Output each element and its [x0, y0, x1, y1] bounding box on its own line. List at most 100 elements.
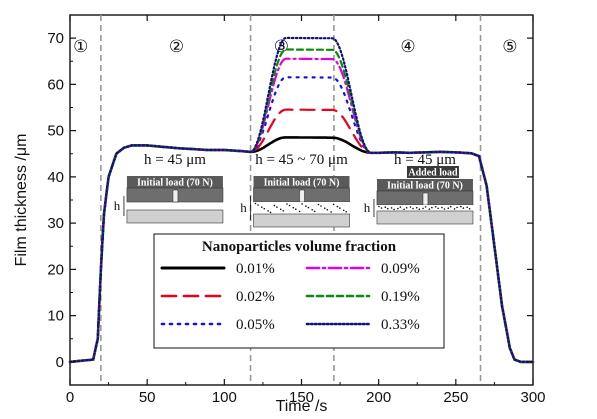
probe	[172, 189, 179, 203]
nanoparticle	[466, 206, 468, 209]
thickness-annotation-2: h = 45 ~ 70 μm	[255, 152, 348, 168]
nanoparticle	[273, 204, 276, 207]
axes: 0 50 100 150 200 250 300 0 10 20 30 40 50 60 70 Time /s…	[13, 15, 546, 415]
nanoparticle	[393, 208, 395, 211]
probe	[422, 192, 429, 206]
lower-body	[253, 213, 350, 228]
nanoparticle	[286, 203, 288, 205]
added-load-label: Added load	[408, 168, 458, 179]
nanoparticle	[428, 208, 431, 210]
nanoparticle	[326, 208, 329, 211]
x-tick-label: 200	[366, 389, 391, 406]
nanoparticle	[378, 205, 380, 208]
nanoparticle	[380, 207, 383, 209]
nanoparticle	[443, 208, 446, 210]
nanoparticle	[269, 211, 272, 214]
y-tick-label: 70	[47, 30, 64, 47]
y-tick-label: 60	[47, 76, 64, 93]
nanoparticle	[330, 211, 332, 213]
legend-label-4: 0.09%	[381, 261, 420, 277]
stage-label-2: ②	[169, 37, 184, 56]
nanoparticle	[386, 207, 389, 210]
nanoparticle	[409, 206, 412, 208]
h-label: h	[114, 198, 121, 213]
x-axis-title: Time /s	[276, 398, 328, 415]
nanoparticle	[254, 202, 257, 205]
nanoparticle	[324, 207, 326, 209]
nanoparticle	[332, 203, 335, 206]
nanoparticle	[441, 206, 443, 209]
nanoparticle	[305, 205, 307, 207]
nanoparticle	[267, 210, 269, 212]
thickness-annotation-1: h = 45 μm	[144, 152, 206, 168]
initial-load-box	[376, 179, 473, 191]
nanoparticle	[418, 208, 421, 210]
nanoparticle	[405, 207, 408, 209]
x-tick-label: 300	[520, 389, 545, 406]
nanoparticle	[453, 208, 456, 210]
nanoparticle	[384, 206, 387, 208]
legend-label-5: 0.19%	[381, 289, 420, 305]
nanoparticle	[399, 206, 402, 208]
legend-label-1: 0.01%	[236, 261, 275, 277]
contact-insets: Initial load (70 N) h Initial load (70 N) h…	[114, 166, 474, 228]
x-tick-label: 50	[139, 389, 156, 406]
nanoparticle	[424, 206, 427, 208]
lower-body	[376, 210, 474, 225]
nanoparticle	[307, 206, 310, 209]
nanoparticle	[288, 204, 291, 207]
thickness-annotation-3: h = 45 μm	[394, 152, 456, 168]
contact-inset-3: Added load Initial load (70 N) h	[364, 166, 474, 225]
nanoparticle	[301, 203, 303, 205]
stage-label-4: ④	[400, 37, 415, 56]
nanoparticle	[317, 203, 320, 206]
nanoparticle	[298, 210, 301, 213]
series-lines	[68, 36, 535, 364]
legend-title: Nanoparticles volume fraction	[202, 239, 397, 255]
nanoparticle	[422, 207, 424, 210]
y-tick-label: 40	[47, 169, 64, 186]
thickness-annotations: h = 45 μm h = 45 ~ 70 μm h = 45 μm	[144, 152, 456, 168]
legend-label-3: 0.05%	[236, 317, 275, 333]
contact-inset-1: Initial load (70 N) h	[114, 176, 224, 224]
y-tick-label: 0	[56, 354, 64, 371]
nanoparticle	[345, 211, 348, 213]
x-tick-label: 100	[212, 389, 237, 406]
initial-load-box	[126, 176, 223, 188]
nanoparticle	[261, 206, 263, 208]
probe	[299, 189, 305, 203]
nanoparticle	[434, 206, 437, 208]
y-axis-title: Film thickness /μm	[13, 134, 30, 267]
nanoparticle	[468, 208, 471, 210]
initial-load-label: Initial load (70 N)	[137, 178, 213, 189]
nanoparticle	[339, 207, 341, 209]
nanoparticle	[460, 205, 462, 208]
nanoparticle	[397, 207, 399, 210]
x-tick-label: 0	[66, 389, 74, 406]
y-tick-label: 10	[47, 308, 64, 325]
legend-label-6: 0.33%	[381, 317, 420, 333]
nanoparticle	[295, 208, 297, 210]
lower-body	[126, 209, 224, 224]
initial-load-label: Initial load (70 N)	[264, 178, 340, 189]
stage-label-1: ①	[73, 37, 88, 56]
contact-inset-2: Initial load (70 N) h	[240, 176, 350, 228]
nanoparticle	[437, 207, 439, 210]
y-tick-label: 20	[47, 261, 64, 278]
lubricant-film	[253, 202, 350, 214]
nanoparticle	[276, 206, 278, 208]
h-label: h	[240, 200, 247, 215]
nanoparticle	[462, 207, 465, 209]
nanoparticle	[390, 207, 393, 209]
nanoparticle	[320, 205, 322, 207]
nanoparticle	[403, 208, 405, 211]
nanoparticle	[263, 207, 266, 210]
lubricant-film	[376, 205, 473, 211]
x-tick-label: 250	[443, 389, 468, 406]
nanoparticle	[336, 205, 339, 208]
legend-box	[153, 233, 445, 349]
nanoparticle	[447, 207, 450, 209]
nanoparticle	[342, 209, 345, 212]
